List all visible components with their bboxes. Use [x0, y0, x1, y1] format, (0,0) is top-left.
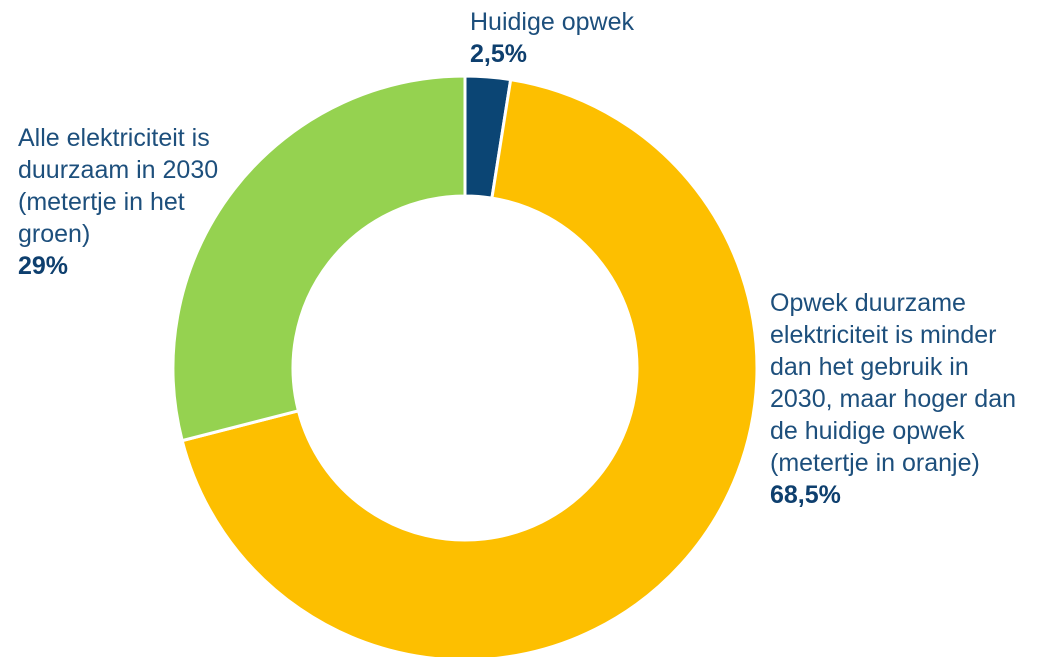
slice-label-value: 68,5% [770, 481, 841, 509]
slice-label-huidige-opwek: Huidige opwek 2,5% [470, 6, 720, 70]
slice-label-groen: Alle elektriciteit is duurzaam in 2030 (… [18, 122, 258, 282]
slice-label-name: Opwek duurzame elektriciteit is minder d… [770, 289, 1017, 477]
slice-label-name: Huidige opwek [470, 8, 634, 36]
slice-label-oranje: Opwek duurzame elektriciteit is minder d… [770, 287, 1032, 511]
slice-label-name: Alle elektriciteit is duurzaam in 2030 (… [18, 124, 219, 248]
slice-label-value: 29% [18, 252, 69, 280]
donut-slice-groen [171, 74, 467, 443]
donut-slice-oranje [180, 78, 759, 657]
slice-label-value: 2,5% [470, 40, 527, 68]
